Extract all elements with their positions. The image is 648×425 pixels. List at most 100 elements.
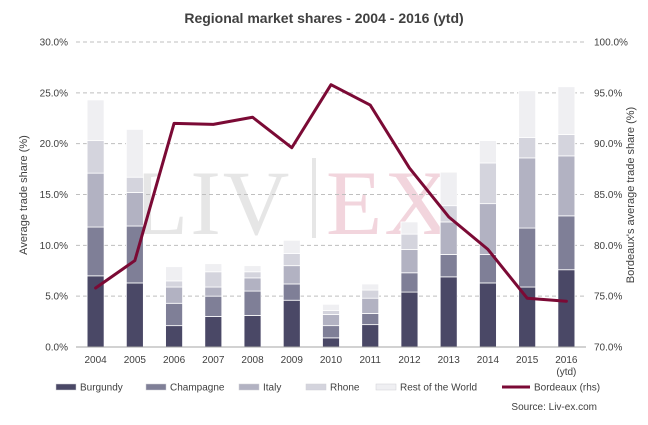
- bar-segment-italy: [282, 265, 301, 285]
- bar-segment-italy: [86, 172, 105, 228]
- bar-segment-rhone: [282, 253, 301, 267]
- bar-segment-rest-of-the-world: [165, 266, 183, 282]
- x-tick-label: 2011: [359, 355, 381, 366]
- bar-segment-italy: [518, 157, 537, 229]
- bar-segment-champagne: [518, 227, 537, 288]
- y-tick-label: 5.0%: [45, 292, 68, 303]
- bar-segment-rest-of-the-world: [282, 239, 301, 254]
- bar-segment-rhone: [165, 280, 183, 288]
- bar-segment-rest-of-the-world: [243, 265, 262, 273]
- y2-tick-label: 95.0%: [594, 88, 622, 99]
- legend-label-italy: Italy: [263, 383, 281, 394]
- bar-segment-champagne: [282, 283, 301, 301]
- watermark-liv-text: LIV: [132, 152, 291, 254]
- watermark-divider: [312, 158, 316, 238]
- bar-segment-champagne: [322, 325, 340, 339]
- bar-segment-champagne: [557, 215, 576, 271]
- bar-segment-rhone: [243, 271, 262, 279]
- bar-segment-italy: [557, 155, 576, 217]
- x-tick-label: 2016: [555, 355, 578, 366]
- y2-tick-label: 100.0%: [594, 38, 628, 49]
- legend-swatch-rest-of-the-world: [375, 383, 397, 391]
- legend-label-rhone: Rhone: [330, 383, 360, 394]
- x-tick-label: 2005: [124, 355, 147, 366]
- bar-segment-burgundy: [322, 337, 340, 348]
- bar-segment-rhone: [361, 289, 380, 299]
- bar-segment-champagne: [400, 272, 419, 293]
- bar-segment-rhone: [86, 140, 105, 174]
- bar-segment-champagne: [86, 226, 105, 277]
- y-tick-label: 25.0%: [40, 88, 68, 99]
- source-note: Source: Liv-ex.com: [511, 402, 597, 413]
- axes: 0.0% 70.0% 5.0% 75.0% 10.0% 80.0% 15.0% 85.0% 20…: [40, 38, 628, 379]
- x-tick-label: 2009: [281, 355, 304, 366]
- bar-segment-rest-of-the-world: [400, 221, 419, 235]
- x-tick-label: 2015: [516, 355, 539, 366]
- y2-tick-label: 70.0%: [594, 343, 622, 354]
- bar-segment-burgundy: [479, 282, 497, 348]
- bar-segment-italy: [165, 286, 183, 304]
- bar-segment-italy: [400, 248, 419, 274]
- x-tick-label: 2004: [84, 355, 107, 366]
- bordeaux-line: [94, 83, 568, 303]
- bordeaux-series-line: [94, 83, 568, 303]
- y2-tick-label: 90.0%: [594, 139, 622, 150]
- watermark-ex-text: EX: [326, 152, 453, 254]
- bar-segment-rhone: [400, 233, 419, 250]
- bar-segment-rest-of-the-world: [439, 171, 458, 207]
- bar-segment-champagne: [243, 290, 262, 316]
- x-tick-label: 2014: [477, 355, 500, 366]
- y2-tick-label: 80.0%: [594, 241, 622, 252]
- liv-ex-watermark: LIV EX: [132, 152, 453, 254]
- bar-segment-italy: [204, 286, 223, 297]
- bar-segment-burgundy: [165, 325, 183, 348]
- y2-tick-label: 75.0%: [594, 292, 622, 303]
- legend-swatch-rhone: [305, 383, 327, 391]
- y-tick-label: 10.0%: [40, 241, 68, 252]
- bar-segment-italy: [243, 277, 262, 292]
- legend: Burgundy Champagne Italy Rhone Rest of the W…: [55, 383, 600, 394]
- chart-title: Regional market shares - 2004 - 2016 (yt…: [184, 10, 463, 26]
- bar-segment-rhone: [322, 309, 340, 315]
- y2-tick-label: 85.0%: [594, 190, 622, 201]
- bar-segment-rhone: [125, 176, 144, 193]
- y-tick-label: 20.0%: [40, 139, 68, 150]
- bar-segment-rest-of-the-world: [125, 129, 144, 178]
- bar-stacks: [86, 86, 576, 348]
- y-tick-label: 0.0%: [45, 343, 68, 354]
- bar-segment-burgundy: [125, 282, 144, 348]
- y-tick-label: 15.0%: [40, 190, 68, 201]
- bar-segment-italy: [361, 297, 380, 314]
- x-tick-label: 2007: [202, 355, 225, 366]
- legend-swatch-champagne: [145, 383, 167, 391]
- y-axis-label: Average trade share (%): [18, 135, 30, 255]
- bar-segment-italy: [439, 221, 458, 255]
- bar-segment-champagne: [204, 295, 223, 317]
- legend-swatch-italy: [238, 383, 260, 391]
- gridlines: [76, 41, 586, 297]
- x-tick-label: 2006: [163, 355, 186, 366]
- y2-axis-label: Bordeaux's average trade share (%): [625, 107, 637, 283]
- bar-segment-italy: [125, 192, 144, 227]
- bar-segment-champagne: [165, 302, 183, 327]
- bar-segment-rest-of-the-world: [361, 283, 380, 291]
- x-tick-label: 2013: [438, 355, 461, 366]
- bar-segment-burgundy: [361, 324, 380, 348]
- legend-label-bordeaux-rhs: Bordeaux (rhs): [534, 383, 600, 394]
- legend-label-champagne: Champagne: [170, 383, 225, 394]
- bar-segment-italy: [322, 314, 340, 327]
- bar-segment-burgundy: [400, 291, 419, 348]
- x-tick-sublabel: (ytd): [556, 367, 576, 378]
- bar-segment-rest-of-the-world: [557, 86, 576, 135]
- x-tick-label: 2012: [398, 355, 421, 366]
- legend-label-burgundy: Burgundy: [80, 383, 123, 394]
- legend-label-rest-of-the-world: Rest of the World: [400, 383, 477, 394]
- bar-segment-burgundy: [282, 299, 301, 348]
- bar-segment-italy: [479, 203, 497, 255]
- bar-segment-rhone: [518, 137, 537, 159]
- bar-segment-rhone: [204, 271, 223, 288]
- bar-segment-champagne: [439, 254, 458, 278]
- bar-segment-rest-of-the-world: [86, 99, 105, 142]
- bar-segment-rest-of-the-world: [479, 140, 497, 164]
